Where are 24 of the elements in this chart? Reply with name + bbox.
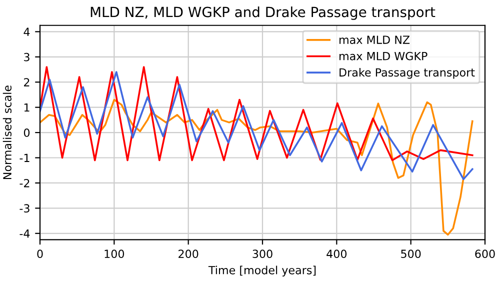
legend-label: Drake Passage transport	[340, 68, 475, 79]
y-tick-label: -4	[20, 230, 30, 238]
y-axis-title: Normalised scale	[2, 86, 12, 180]
y-tick-label: -1	[20, 154, 30, 162]
y-tick-label: 0	[24, 128, 30, 137]
x-axis-title: Time [model years]	[208, 266, 316, 276]
legend-label: max MLD WGKP	[340, 52, 428, 60]
x-tick-label: 300	[252, 250, 272, 258]
legend-label: max MLD NZ	[340, 36, 410, 44]
y-tick-label: 1	[24, 103, 30, 112]
y-tick-label: 3	[24, 52, 30, 62]
chart-title: MLD NZ, MLD WGKP and Drake Passage transport	[90, 6, 436, 20]
line-series	[40, 66, 474, 162]
x-tick-label: 500	[401, 250, 421, 258]
y-tick-label: -3	[20, 204, 30, 213]
x-tick-label: 200	[178, 250, 198, 258]
x-tick-label: 100	[104, 250, 124, 258]
x-tick-label: 0	[37, 250, 43, 258]
line-series	[40, 98, 474, 236]
y-tick-label: -2	[20, 178, 30, 188]
y-tick-label: 2	[24, 78, 30, 86]
x-tick-label: 600	[475, 250, 495, 258]
x-tick-label: 400	[326, 250, 347, 258]
y-tick-label: 4	[24, 28, 30, 36]
